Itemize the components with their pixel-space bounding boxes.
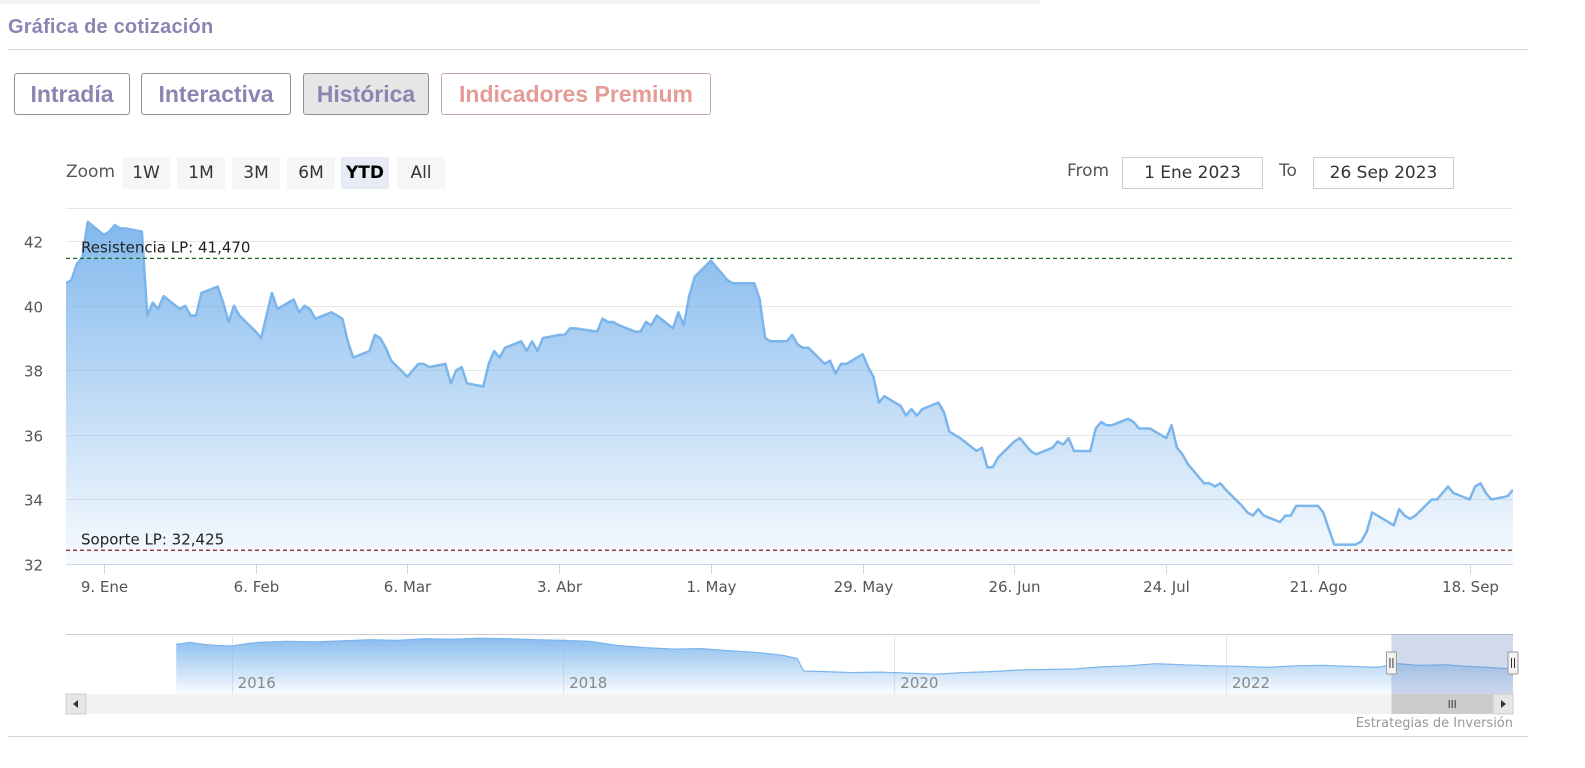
tab-intradia[interactable]: Intradía <box>14 73 130 115</box>
navigator-year-label: 2020 <box>900 674 938 692</box>
zoom-3m-button[interactable]: 3M <box>232 157 280 189</box>
tab-indicadores-premium[interactable]: Indicadores Premium <box>441 73 711 115</box>
navigator-area <box>176 638 1514 694</box>
bottom-divider <box>8 736 1528 737</box>
zoom-1m-button[interactable]: 1M <box>177 157 225 189</box>
scroll-left-button[interactable] <box>65 693 87 715</box>
x-tick-label: 9. Ene <box>81 578 128 596</box>
x-tick-label: 24. Jul <box>1143 578 1190 596</box>
navigator-left-handle[interactable] <box>1385 651 1397 675</box>
zoom-all-button[interactable]: All <box>397 157 445 189</box>
x-tick-label: 21. Ago <box>1290 578 1348 596</box>
navigator-year-label: 2018 <box>569 674 607 692</box>
zoom-ytd-button[interactable]: YTD <box>341 157 389 189</box>
x-tick-label: 3. Abr <box>537 578 583 596</box>
range-to-label: To <box>1279 161 1297 181</box>
tab-historica[interactable]: Histórica <box>303 73 429 115</box>
x-tick-label: 1. May <box>686 578 736 596</box>
support-label: Soporte LP: 32,425 <box>81 530 224 548</box>
navigator-year-label: 2016 <box>238 674 276 692</box>
series-area-fill <box>66 221 1513 564</box>
arrow-right-icon <box>1501 700 1506 708</box>
y-tick-label: 40 <box>24 299 43 317</box>
navigator-year-label: 2022 <box>1232 674 1270 692</box>
y-tick-label: 38 <box>24 363 43 381</box>
x-tick-label: 29. May <box>834 578 894 596</box>
zoom-1w-button[interactable]: 1W <box>122 157 170 189</box>
x-axis: 9. Ene 6. Feb 6. Mar 3. Abr 1. May 29. May 26.… <box>81 564 1499 596</box>
resistance-label: Resistencia LP: 41,470 <box>81 238 250 256</box>
y-axis: 32 34 36 38 40 42 <box>24 234 43 575</box>
y-tick-label: 32 <box>24 557 43 575</box>
scroll-right-button[interactable] <box>1492 693 1514 715</box>
navigator-selection[interactable] <box>1391 634 1513 694</box>
scrollbar-thumb[interactable] <box>1391 694 1513 714</box>
series-area <box>66 220 1513 564</box>
y-tick-label: 42 <box>24 234 43 252</box>
top-border <box>0 0 1040 4</box>
zoom-label: Zoom <box>66 162 116 182</box>
x-tick-label: 6. Feb <box>234 578 280 596</box>
x-tick-label: 18. Sep <box>1442 578 1499 596</box>
y-tick-label: 34 <box>24 492 43 510</box>
scrollbar-track[interactable] <box>66 694 1513 714</box>
tab-interactiva[interactable]: Interactiva <box>141 73 291 115</box>
zoom-6m-button[interactable]: 6M <box>287 157 335 189</box>
range-from-input[interactable]: 1 Ene 2023 <box>1122 157 1263 189</box>
credit-text[interactable]: Estrategias de Inversión <box>1355 716 1513 731</box>
range-from-label: From <box>1067 161 1110 181</box>
navigator-right-handle[interactable] <box>1507 651 1519 675</box>
series-line <box>66 220 1513 546</box>
navigator-line <box>176 637 1514 675</box>
y-tick-label: 36 <box>24 428 43 446</box>
navigator[interactable]: 2016 2018 2020 2022 <box>65 634 1519 715</box>
arrow-left-icon <box>73 700 78 708</box>
x-tick-label: 6. Mar <box>384 578 432 596</box>
title-divider <box>8 49 1528 50</box>
page-title: Gráfica de cotización <box>8 16 214 38</box>
plot-lines: Resistencia LP: 41,470 Soporte LP: 32,425 <box>66 238 1513 551</box>
x-tick-label: 26. Jun <box>988 578 1040 596</box>
range-to-input[interactable]: 26 Sep 2023 <box>1313 157 1454 189</box>
